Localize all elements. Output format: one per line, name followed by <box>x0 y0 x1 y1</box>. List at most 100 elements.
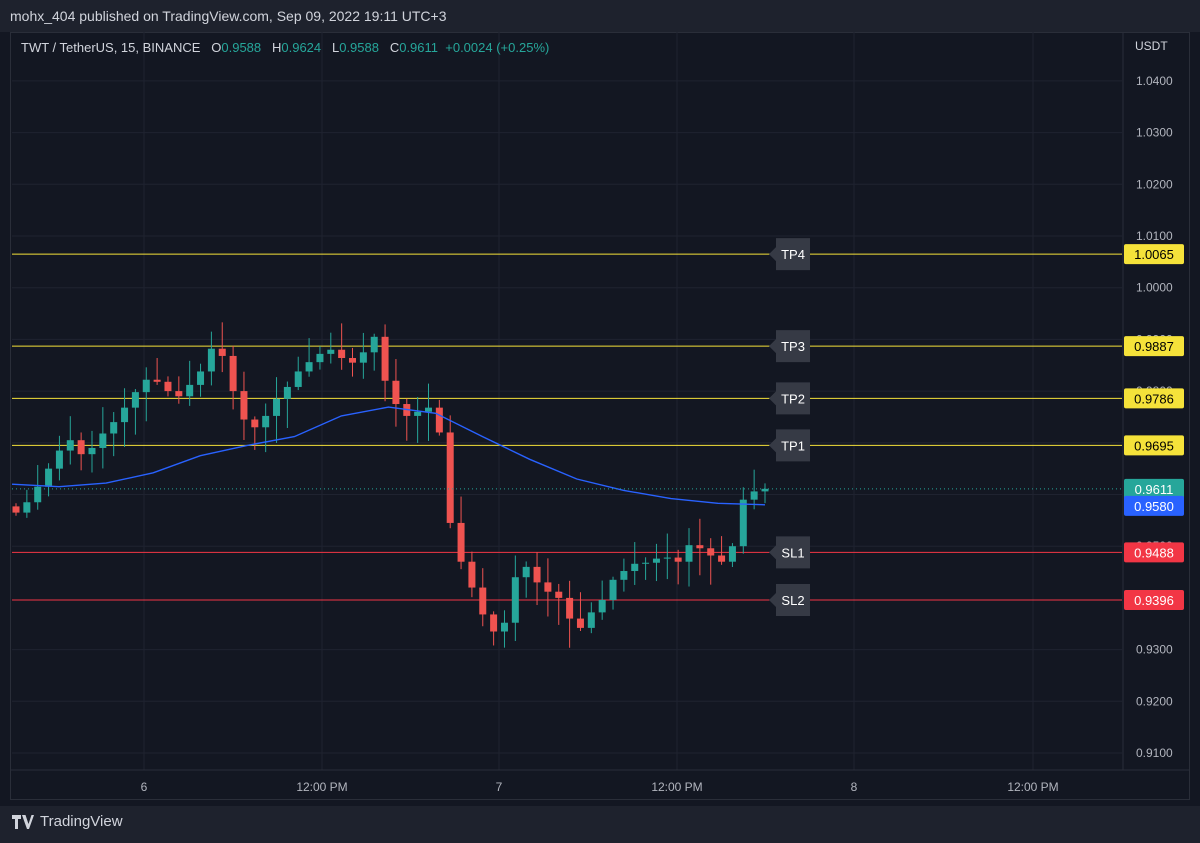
candle <box>77 432 85 471</box>
candle-body <box>739 499 747 547</box>
level-badge-tp1: 0.9695 <box>1124 435 1184 456</box>
candle <box>674 549 682 585</box>
time-axis: 6 12:00 PM 7 12:00 PM 8 12:00 PM <box>141 780 1059 794</box>
level-badge-text: 0.9786 <box>1134 391 1174 406</box>
candle <box>186 360 194 406</box>
candle <box>229 345 237 410</box>
level-badge-bg <box>1124 542 1184 563</box>
time-tick-label: 8 <box>851 780 858 794</box>
candle <box>718 536 726 565</box>
candle-body <box>34 486 42 503</box>
time-tick-label: 12:00 PM <box>296 780 347 794</box>
price-tick-label: 1.0000 <box>1136 281 1173 295</box>
high-value: 0.9624 <box>281 40 322 55</box>
candle-body <box>218 348 226 356</box>
tradingview-brand[interactable]: TradingView <box>12 813 123 830</box>
level-badge-sl1: 0.9488 <box>1124 542 1184 563</box>
candle <box>696 518 704 576</box>
level-badge-text: 0.9488 <box>1134 545 1174 560</box>
candle <box>750 469 758 510</box>
candle <box>316 346 324 370</box>
candle <box>23 489 31 518</box>
candle <box>283 381 291 429</box>
candle <box>435 399 443 436</box>
open-value: 0.9588 <box>221 40 262 55</box>
last-price-badge-bg <box>1124 478 1184 499</box>
candle <box>153 358 161 385</box>
candle <box>164 376 172 397</box>
candle <box>218 322 226 373</box>
candle-body <box>761 488 769 492</box>
level-flag-text: TP3 <box>781 339 805 354</box>
candle-body <box>414 411 422 416</box>
candle-body <box>273 398 281 416</box>
chart-frame[interactable] <box>10 32 1190 800</box>
high-label: H <box>271 40 282 55</box>
open-label: O <box>211 40 222 55</box>
level-flag-shape <box>769 330 810 363</box>
price-tick-label: 1.0100 <box>1136 229 1173 243</box>
level-badge-bg <box>1124 388 1184 409</box>
candle <box>121 388 129 447</box>
candle-body <box>587 612 595 628</box>
candle-body <box>685 545 693 562</box>
candle <box>34 465 42 510</box>
candle <box>642 557 650 580</box>
candle <box>273 377 281 443</box>
candle <box>327 332 335 364</box>
grid-lines <box>12 32 1122 770</box>
candle-body <box>424 407 432 412</box>
candle-body <box>468 561 476 588</box>
level-flag-tp3: TP3 <box>769 330 810 363</box>
candle <box>663 533 671 580</box>
level-badge-bg <box>1124 244 1184 265</box>
candle-body <box>566 597 574 619</box>
candle-body <box>88 447 96 455</box>
candle-body <box>718 555 726 562</box>
candle-body <box>142 379 150 393</box>
candle <box>555 583 563 625</box>
candle-body <box>576 618 584 628</box>
candle-body <box>338 349 346 359</box>
candle <box>414 397 422 443</box>
candle-body <box>544 582 552 592</box>
candle-body <box>511 577 519 623</box>
last-price-badge-text: 0.9611 <box>1135 482 1174 497</box>
candle <box>500 610 508 648</box>
candle-body <box>164 381 172 392</box>
moving-average-line <box>11 406 766 506</box>
candle <box>457 496 465 570</box>
footer-bar <box>0 806 1200 843</box>
price-tick-label: 0.9300 <box>1136 643 1173 657</box>
candle-body <box>12 506 20 513</box>
level-badge-text: 0.9695 <box>1134 438 1174 453</box>
candle-body <box>240 391 248 420</box>
candle-body <box>110 422 118 434</box>
publish-header: mohx_404 published on TradingView.com, S… <box>0 0 1200 32</box>
candle <box>544 558 552 617</box>
candle-body <box>77 440 85 455</box>
level-badge-tp4: 1.0065 <box>1124 244 1184 265</box>
ma-price-badge-text: 0.9580 <box>1134 499 1174 514</box>
candle-body <box>750 491 758 500</box>
candle-body <box>663 557 671 559</box>
candle-body <box>305 362 313 372</box>
level-flag-tp4: TP4 <box>769 238 810 271</box>
candle <box>131 389 139 435</box>
level-badge-bg <box>1124 589 1184 610</box>
candle-body <box>131 392 139 408</box>
candle <box>240 371 248 441</box>
candle <box>207 331 215 386</box>
brand-label: TradingView <box>40 813 123 830</box>
candle-body <box>197 371 205 385</box>
level-flag-shape <box>769 382 810 415</box>
candle-body <box>392 380 400 405</box>
price-axis: 1.04001.03001.02001.01001.00000.99000.98… <box>1136 74 1173 760</box>
price-tick-label: 1.0400 <box>1136 74 1173 88</box>
candle-body <box>121 407 129 423</box>
price-tick-label: 1.0200 <box>1136 177 1173 191</box>
candle-body <box>207 348 215 372</box>
candle-body <box>175 391 183 397</box>
candle-body <box>490 614 498 632</box>
